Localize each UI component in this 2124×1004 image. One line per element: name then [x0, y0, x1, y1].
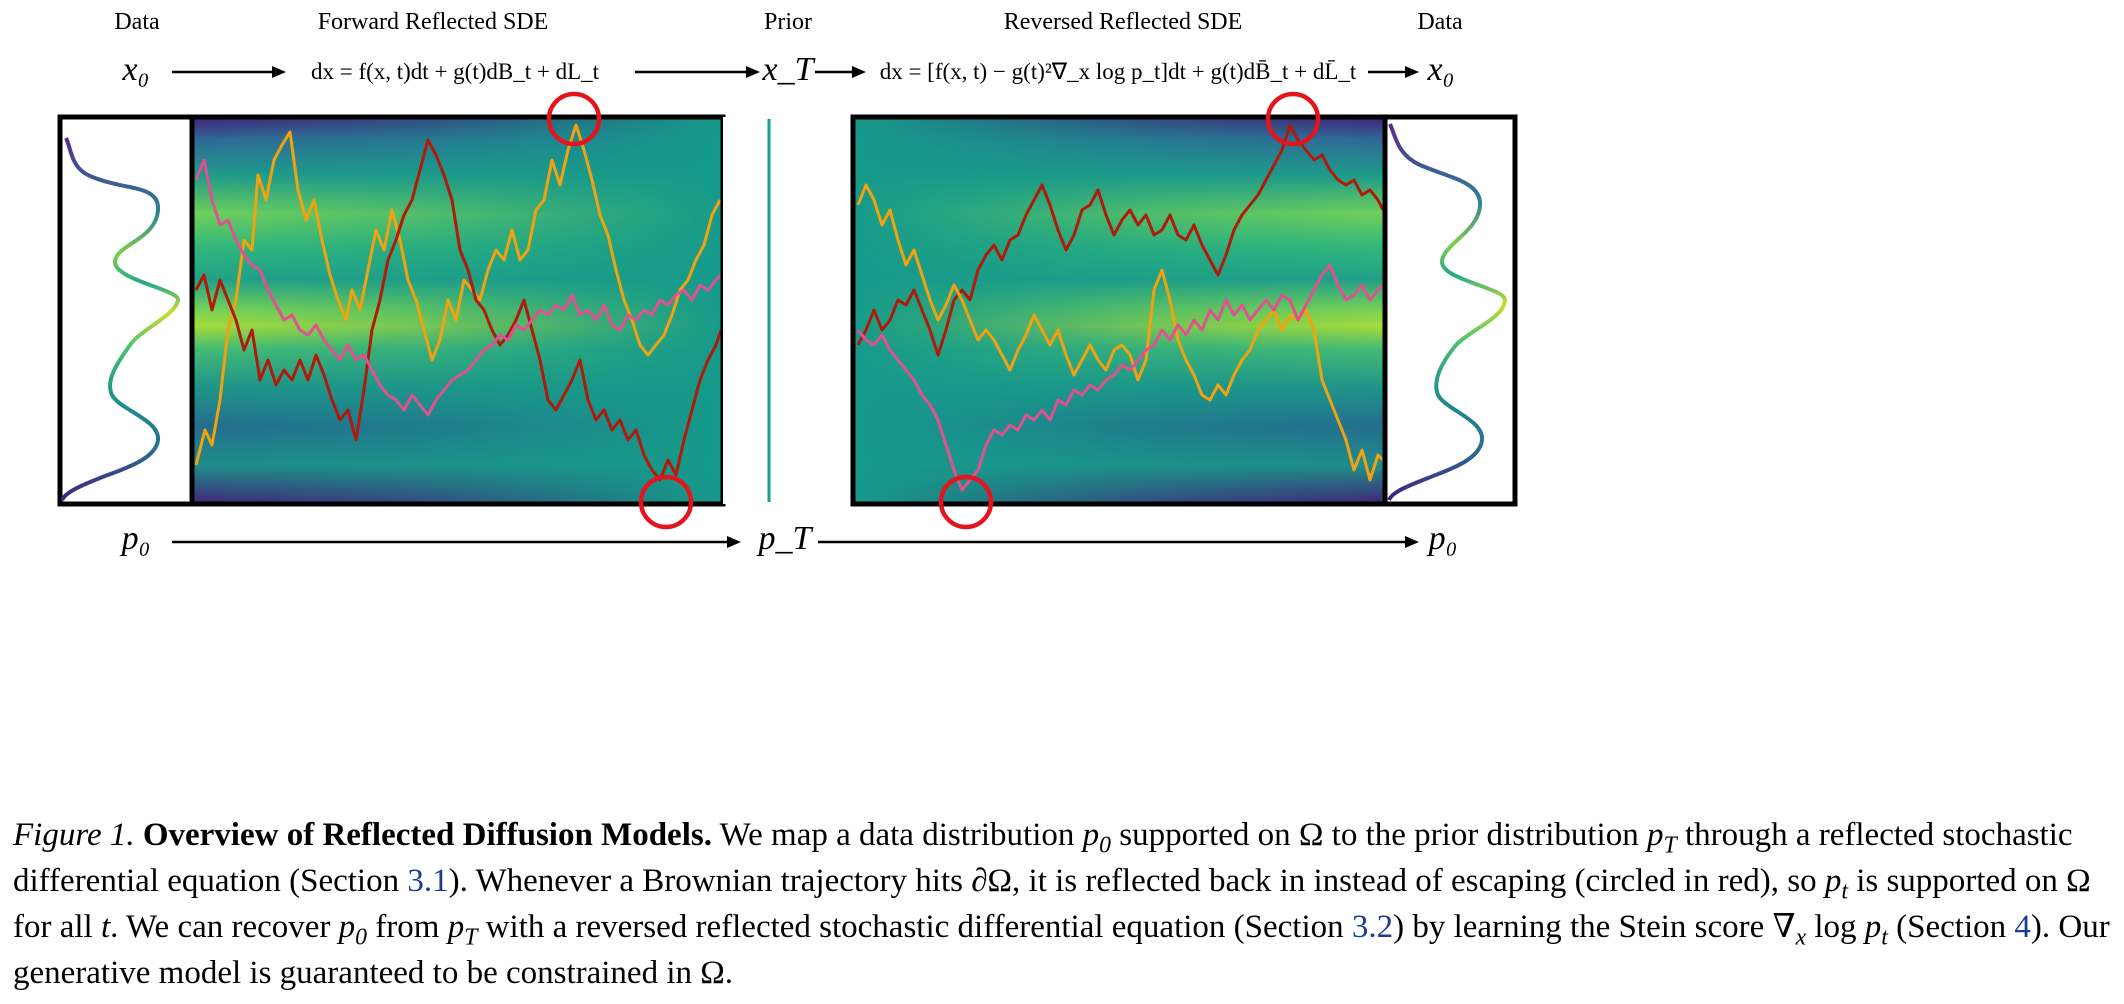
label-prior: Prior — [764, 9, 812, 35]
trajectory-pink-forward — [194, 158, 721, 417]
math-x0-left: x₀ — [122, 51, 150, 88]
caption-text-6: . We can recover — [110, 909, 339, 945]
prior-panel — [723, 117, 853, 504]
math-p0-right: p₀ — [1427, 520, 1458, 557]
math-x-sub: x — [1795, 924, 1807, 951]
math-p0: p0 — [1082, 817, 1111, 859]
reflection-circle-forward-bottom — [638, 474, 694, 530]
caption-text-12: ). Our generative model is guaranteed to… — [13, 909, 2110, 991]
label-data-right: Data — [1417, 9, 1463, 35]
label-reversed-sde: Reversed Reflected SDE — [1004, 9, 1243, 35]
section-link-4[interactable]: 4 — [2014, 909, 2031, 945]
heatmap-reversed — [850, 114, 1388, 507]
caption-text-9: ) by learning the Stein score ∇ — [1393, 909, 1796, 945]
heatmap-forward — [189, 114, 726, 507]
trajectory-red-reversed — [856, 123, 1385, 357]
trajectory-orange-forward — [194, 123, 721, 466]
density-curve-left — [60, 137, 180, 502]
math-x0-right: x₀ — [1427, 51, 1455, 88]
math-pt-b: pt — [1864, 909, 1888, 951]
math-pt: pt — [1824, 863, 1848, 905]
caption-text-2: supported on Ω to the prior distribution — [1111, 817, 1647, 853]
caption-text-11: (Section — [1887, 909, 2015, 945]
section-link-3-1[interactable]: 3.1 — [407, 863, 449, 899]
caption-text-7: from — [367, 909, 448, 945]
caption-text-4: ). Whenever a Brownian trajectory hits ∂… — [448, 863, 1825, 899]
label-forward-sde: Forward Reflected SDE — [318, 9, 549, 35]
math-p0-left: p₀ — [120, 520, 151, 557]
trajectory-pink-reversed — [856, 263, 1385, 492]
figure-label: Figure 1. — [13, 817, 135, 853]
math-t: t — [100, 909, 111, 945]
density-curve-right — [1387, 123, 1508, 501]
figure-1-diagram: Data Forward Reflected SDE Prior Reverse… — [57, 9, 1518, 557]
figure-title: Overview of Reflected Diffusion Models. — [142, 817, 712, 853]
label-data-left: Data — [114, 9, 160, 35]
caption-text-3: through a reflected stochastic different… — [13, 817, 2073, 899]
trajectory-red-forward — [194, 138, 721, 482]
reflection-circle-reversed-bottom — [938, 474, 994, 530]
density-panel-right — [1382, 114, 1518, 507]
caption-text-1: We map a data distribution — [711, 817, 1083, 853]
math-pT: p_T — [757, 520, 814, 557]
math-pT: pT — [1646, 817, 1677, 859]
section-link-3-2[interactable]: 3.2 — [1351, 909, 1394, 945]
caption-text-5: is supported on Ω for all — [13, 863, 2091, 945]
caption-text-8: with a reversed reflected stochastic dif… — [477, 909, 1352, 945]
equation-forward-sde: dx = f(x, t)dt + g(t)dB_t + dL_t — [311, 59, 600, 84]
math-pT-b: pT — [447, 909, 478, 951]
figure-caption: Figure 1. Overview of Reflected Diffusio… — [13, 812, 2113, 996]
reflection-circle-forward-top — [546, 91, 602, 147]
math-xT: x_T — [762, 51, 816, 88]
math-p0-b: p0 — [338, 909, 368, 951]
equation-reversed-sde: dx = [f(x, t) − g(t)²∇_x log p_t]dt + g(… — [880, 59, 1357, 84]
reflection-circle-reversed-top — [1265, 91, 1321, 147]
caption-text-10: log — [1806, 909, 1865, 945]
